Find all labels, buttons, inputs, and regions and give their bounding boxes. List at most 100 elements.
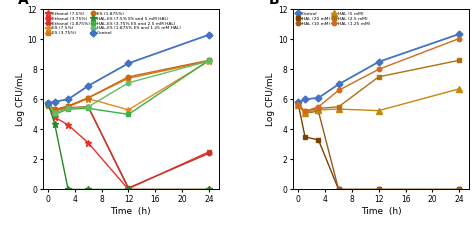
Control — [316, 97, 321, 99]
HAL (1.25 mM) — [336, 89, 341, 92]
HAL (5 mM) — [376, 109, 382, 112]
Line: HAL-ES (3.75% ES and 2.5 mM HAL): HAL-ES (3.75% ES and 2.5 mM HAL) — [46, 58, 211, 117]
Control — [336, 83, 341, 86]
Line: Ethanol (7.5%): Ethanol (7.5%) — [45, 102, 212, 193]
HAL (5 mM) — [456, 88, 462, 90]
HAL (1.25 mM) — [302, 110, 308, 113]
HAL-ES (7.5% ES and 5 mM HAL) — [126, 188, 131, 191]
Ethanol (1.875%) — [126, 187, 131, 189]
ES (7.5%) — [52, 109, 57, 111]
Ethanol (1.875%) — [45, 104, 51, 107]
Control — [456, 33, 462, 35]
Control — [206, 33, 212, 36]
ES (1.875%) — [52, 109, 57, 111]
HAL (2.5 mM) — [295, 104, 301, 107]
HAL (10 mM) — [336, 188, 341, 191]
HAL (1.25 mM) — [376, 68, 382, 71]
ES (3.75%) — [126, 77, 131, 80]
Line: ES (1.875%): ES (1.875%) — [46, 58, 211, 112]
Text: A: A — [18, 0, 29, 7]
Line: HAL (5 mM): HAL (5 mM) — [296, 86, 462, 116]
Ethanol (3.75%) — [206, 151, 212, 153]
Line: ES (3.75%): ES (3.75%) — [46, 59, 211, 112]
Ethanol (3.75%) — [65, 107, 71, 110]
HAL-ES (3.75% ES and 2.5 mM HAL) — [45, 102, 51, 104]
HAL (2.5 mM) — [336, 105, 341, 108]
HAL-ES (1.875% ES and 1.25 mM HAL) — [85, 105, 91, 108]
ES (7.5%) — [65, 105, 71, 108]
HAL (2.5 mM) — [456, 59, 462, 62]
Legend: Control, HAL (20 mM), HAL (10 mM), HAL (5 mM), HAL (2.5 mM), HAL (1.25 mM): Control, HAL (20 mM), HAL (10 mM), HAL (… — [295, 12, 370, 26]
Control — [302, 98, 308, 101]
HAL-ES (3.75% ES and 2.5 mM HAL) — [126, 113, 131, 116]
ES (3.75%) — [206, 60, 212, 62]
HAL (5 mM) — [302, 112, 308, 114]
HAL-ES (3.75% ES and 2.5 mM HAL) — [206, 59, 212, 62]
ES (1.875%) — [85, 97, 91, 99]
HAL-ES (1.875% ES and 1.25 mM HAL) — [45, 102, 51, 104]
Line: HAL (2.5 mM): HAL (2.5 mM) — [296, 58, 461, 114]
Ethanol (3.75%) — [85, 105, 91, 108]
X-axis label: Time  (h): Time (h) — [110, 207, 151, 216]
Control — [295, 101, 301, 104]
HAL-ES (7.5% ES and 5 mM HAL) — [45, 102, 51, 104]
HAL (10 mM) — [456, 188, 462, 191]
HAL (2.5 mM) — [302, 110, 308, 113]
ES (7.5%) — [85, 97, 91, 100]
ES (3.75%) — [85, 97, 91, 99]
HAL (1.25 mM) — [295, 104, 301, 107]
Ethanol (3.75%) — [126, 187, 131, 190]
HAL (10 mM) — [316, 110, 321, 113]
Line: Ethanol (1.875%): Ethanol (1.875%) — [46, 103, 211, 190]
HAL (20 mM) — [376, 188, 382, 191]
HAL (20 mM) — [316, 139, 321, 141]
HAL-ES (7.5% ES and 5 mM HAL) — [85, 188, 91, 191]
Y-axis label: Log CFU/mL: Log CFU/mL — [16, 73, 25, 126]
HAL (10 mM) — [376, 188, 382, 191]
Ethanol (7.5%) — [65, 124, 71, 126]
Ethanol (3.75%) — [45, 104, 51, 107]
Line: Ethanol (3.75%): Ethanol (3.75%) — [46, 103, 211, 191]
HAL (10 mM) — [295, 104, 301, 107]
HAL-ES (1.875% ES and 1.25 mM HAL) — [52, 112, 57, 114]
HAL (20 mM) — [456, 188, 462, 191]
X-axis label: Time  (h): Time (h) — [361, 207, 401, 216]
HAL-ES (7.5% ES and 5 mM HAL) — [206, 188, 212, 191]
Ethanol (1.875%) — [206, 152, 212, 155]
Line: HAL-ES (1.875% ES and 1.25 mM HAL): HAL-ES (1.875% ES and 1.25 mM HAL) — [46, 59, 211, 115]
ES (1.875%) — [65, 105, 71, 107]
Ethanol (7.5%) — [52, 116, 57, 119]
ES (1.875%) — [126, 75, 131, 78]
HAL (1.25 mM) — [456, 37, 462, 40]
HAL (20 mM) — [295, 103, 301, 106]
Text: B: B — [268, 0, 279, 7]
Line: HAL-ES (7.5% ES and 5 mM HAL): HAL-ES (7.5% ES and 5 mM HAL) — [45, 100, 212, 193]
Line: HAL (20 mM): HAL (20 mM) — [296, 102, 461, 192]
ES (7.5%) — [206, 60, 212, 62]
Line: Control: Control — [296, 32, 462, 105]
Control — [45, 102, 51, 104]
HAL-ES (7.5% ES and 5 mM HAL) — [52, 123, 57, 125]
HAL-ES (1.875% ES and 1.25 mM HAL) — [206, 60, 212, 62]
Control — [126, 62, 131, 65]
ES (7.5%) — [126, 109, 131, 111]
ES (3.75%) — [45, 104, 51, 107]
Ethanol (7.5%) — [126, 188, 131, 191]
HAL (10 mM) — [302, 112, 308, 114]
HAL-ES (1.875% ES and 1.25 mM HAL) — [65, 107, 71, 110]
Y-axis label: Log CFU/mL: Log CFU/mL — [266, 73, 275, 126]
Ethanol (1.875%) — [85, 105, 91, 108]
HAL (20 mM) — [336, 188, 341, 191]
ES (1.875%) — [206, 59, 212, 62]
Line: Control: Control — [46, 32, 211, 106]
Control — [376, 61, 382, 63]
ES (3.75%) — [65, 105, 71, 107]
Ethanol (7.5%) — [206, 188, 212, 191]
Line: HAL (1.25 mM): HAL (1.25 mM) — [296, 36, 461, 114]
HAL (5 mM) — [336, 108, 341, 110]
HAL (2.5 mM) — [316, 107, 321, 110]
Ethanol (7.5%) — [85, 141, 91, 144]
Control — [52, 100, 57, 103]
Ethanol (1.875%) — [65, 106, 71, 109]
Control — [85, 85, 91, 87]
